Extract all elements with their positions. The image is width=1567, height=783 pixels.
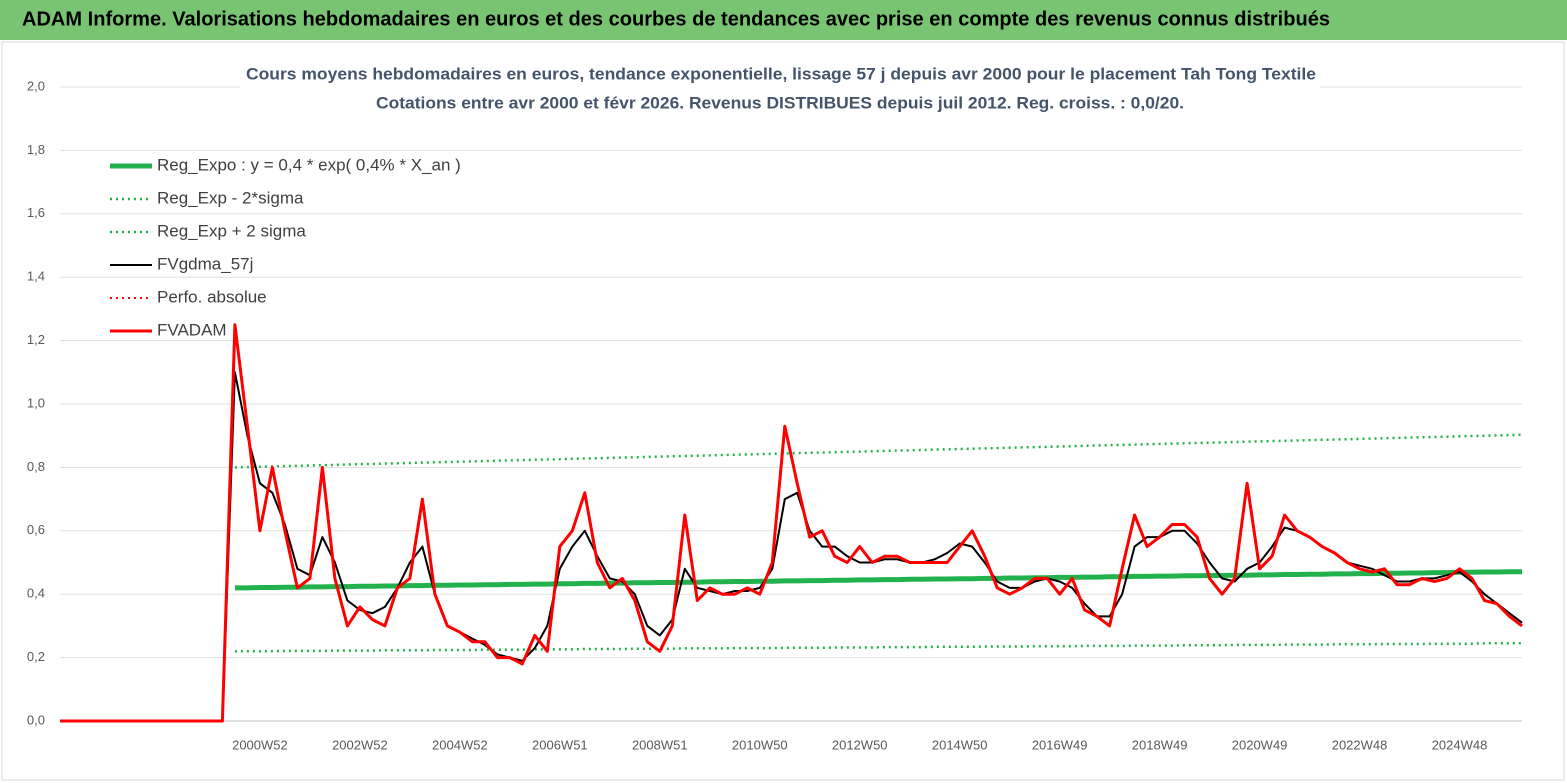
chart-title: Cours moyens hebdomadaires en euros, ten… bbox=[246, 64, 1316, 83]
y-tick-label: 1,6 bbox=[27, 205, 45, 220]
legend-label: Reg_Exp - 2*sigma bbox=[157, 188, 304, 207]
legend-label: Perfo. absolue bbox=[157, 287, 267, 306]
x-tick-label: 2006W51 bbox=[532, 737, 588, 752]
y-tick-label: 1,0 bbox=[27, 395, 45, 410]
legend-label: FVADAM bbox=[157, 320, 227, 339]
x-tick-label: 2016W49 bbox=[1032, 737, 1088, 752]
y-tick-label: 1,4 bbox=[27, 269, 45, 284]
y-tick-label: 2,0 bbox=[27, 78, 45, 93]
y-tick-label: 0,8 bbox=[27, 459, 45, 474]
y-tick-label: 1,2 bbox=[27, 332, 45, 347]
y-tick-label: 0,6 bbox=[27, 522, 45, 537]
x-tick-label: 2010W50 bbox=[732, 737, 788, 752]
x-tick-label: 2024W48 bbox=[1432, 737, 1488, 752]
series-line bbox=[234, 569, 1522, 591]
chart-subtitle: Cotations entre avr 2000 et févr 2026. R… bbox=[376, 93, 1184, 112]
x-tick-label: 2002W52 bbox=[332, 737, 388, 752]
legend-label: FVgdma_57j bbox=[157, 254, 253, 273]
title-box bbox=[240, 60, 1320, 118]
series-line bbox=[234, 642, 1522, 653]
series-line bbox=[60, 371, 1523, 722]
y-tick-label: 0,4 bbox=[27, 586, 45, 601]
legend-label: Reg_Exp + 2 sigma bbox=[157, 221, 306, 240]
x-tick-label: 2014W50 bbox=[932, 737, 988, 752]
header-bar bbox=[0, 0, 1567, 40]
y-tick-label: 0,2 bbox=[27, 649, 45, 664]
series-line bbox=[60, 323, 1523, 723]
y-tick-label: 1,8 bbox=[27, 142, 45, 157]
x-tick-label: 2008W51 bbox=[632, 737, 688, 752]
x-tick-label: 2000W52 bbox=[232, 737, 288, 752]
x-tick-label: 2004W52 bbox=[432, 737, 488, 752]
series-line bbox=[234, 433, 1523, 469]
x-tick-label: 2022W48 bbox=[1332, 737, 1388, 752]
legend-label: Reg_Expo : y = 0,4 * exp( 0,4% * X_an ) bbox=[157, 155, 461, 174]
header-title: ADAM Informe. Valorisations hebdomadaire… bbox=[22, 8, 1330, 30]
chart-frame bbox=[1, 41, 1565, 781]
series-line bbox=[60, 323, 1523, 722]
x-tick-label: 2018W49 bbox=[1132, 737, 1188, 752]
y-tick-label: 0,0 bbox=[27, 712, 45, 727]
x-tick-label: 2012W50 bbox=[832, 737, 888, 752]
x-tick-label: 2020W49 bbox=[1232, 737, 1288, 752]
